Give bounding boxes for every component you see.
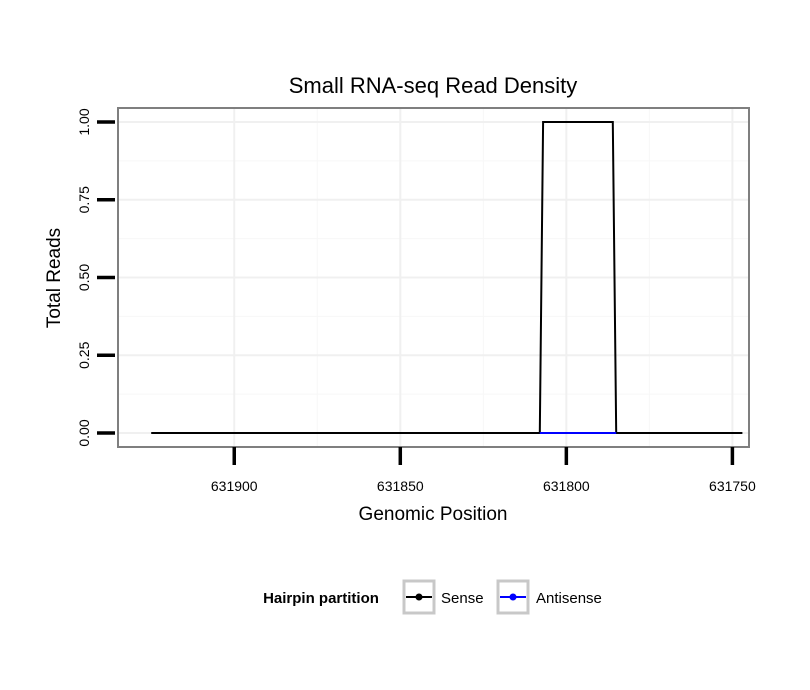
grid-major [118,108,749,447]
legend-label-sense: Sense [441,590,484,607]
legend-entry-antisense[interactable]: Antisense [496,579,602,615]
x-tick-label: 631900 [211,478,258,494]
legend: Hairpin partition Sense Antisense [263,579,602,615]
x-tick-label: 631750 [709,478,756,494]
x-axis: 631900 631850 631800 631750 [211,447,756,494]
x-axis-title: Genomic Position [359,504,508,525]
y-tick-label: 0.75 [76,186,92,213]
y-tick-label: 0.00 [76,419,92,446]
legend-entry-sense[interactable]: Sense [402,579,484,615]
x-tick-label: 631850 [377,478,424,494]
x-tick-label: 631800 [543,478,590,494]
series-line-sense [151,121,743,434]
chart-title: Small RNA-seq Read Density [289,73,578,98]
legend-key-point-sense [415,593,423,601]
y-tick-label: 1.00 [76,108,92,135]
series-layer [151,121,743,434]
y-tick-label: 0.25 [76,341,92,368]
y-axis-title: Total Reads [44,228,65,328]
legend-label-antisense: Antisense [536,590,602,607]
legend-title: Hairpin partition [263,590,379,607]
y-tick-label: 0.50 [76,264,92,291]
y-axis: 0.00 0.25 0.50 0.75 1.00 [76,108,115,447]
plot-border [117,107,750,448]
legend-key-point-antisense [509,593,517,601]
